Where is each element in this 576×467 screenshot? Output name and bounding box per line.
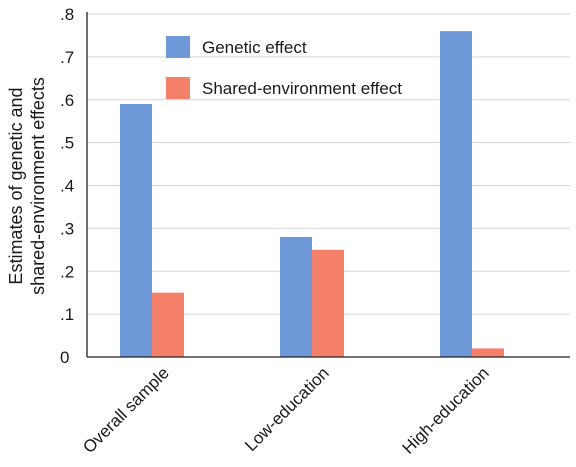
y-tick-label: .6 bbox=[60, 91, 74, 110]
bar-genetic bbox=[440, 31, 472, 358]
y-tick-label: .8 bbox=[60, 5, 74, 24]
bar-shared-environment bbox=[152, 292, 184, 357]
x-category-label: High-education bbox=[399, 363, 493, 457]
x-category-label: Low-education bbox=[241, 363, 333, 455]
y-axis-label-line: shared-environment effects bbox=[28, 77, 48, 295]
y-tick-label: .4 bbox=[60, 177, 74, 196]
legend-label: Shared-environment effect bbox=[202, 79, 402, 98]
y-tick-label: .2 bbox=[60, 262, 74, 281]
legend-label: Genetic effect bbox=[202, 38, 307, 57]
y-tick-label: 0 bbox=[60, 348, 69, 367]
bar-shared-environment bbox=[312, 249, 344, 357]
y-tick-label: .3 bbox=[60, 219, 74, 238]
axes bbox=[86, 12, 570, 358]
y-axis-label-line: Estimates of genetic and bbox=[6, 87, 26, 284]
y-tick-label: .5 bbox=[60, 134, 74, 153]
y-tick-label: .7 bbox=[60, 48, 74, 67]
legend: Genetic effect Shared-environment effect bbox=[166, 36, 402, 99]
bar-shared-environment bbox=[472, 348, 504, 357]
bar-genetic bbox=[280, 236, 312, 357]
y-axis-label: Estimates of genetic and shared-environme… bbox=[6, 77, 48, 295]
bar-genetic bbox=[120, 104, 152, 357]
legend-swatch bbox=[166, 77, 190, 99]
bars bbox=[120, 31, 504, 358]
legend-swatch bbox=[166, 36, 190, 58]
y-tick-labels: 0 .1 .2 .3 .4 .5 .6 .7 .8 bbox=[60, 5, 74, 367]
y-tick-label: .1 bbox=[60, 305, 74, 324]
x-category-labels: Overall sample Low-education High-educatio… bbox=[79, 363, 493, 457]
x-category-label: Overall sample bbox=[79, 363, 173, 457]
